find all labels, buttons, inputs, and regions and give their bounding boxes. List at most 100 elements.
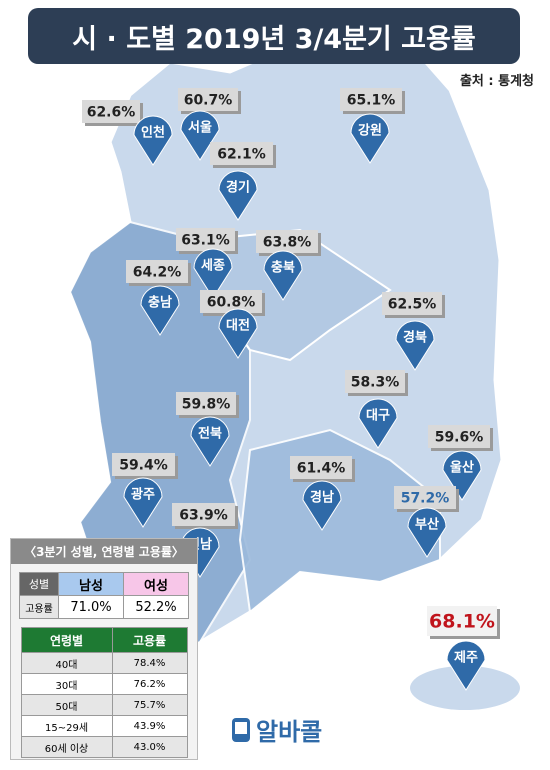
cell: 78.4% <box>111 652 188 674</box>
cell: 71.0% <box>58 595 124 619</box>
rate-label-box <box>172 503 235 526</box>
rate-label-box <box>394 486 456 509</box>
pin <box>180 110 220 161</box>
rate-label: 68.1% <box>429 611 495 633</box>
cell: 15~29세 <box>20 715 113 737</box>
rate-label: 62.6% <box>87 105 136 121</box>
cell: 75.7% <box>111 694 188 716</box>
age-table: 연령별 고용률 40대 78.4% 30대 76.2% 50대 75.7% 15~29세 43.9… <box>20 627 188 758</box>
rate-label: 59.4% <box>119 458 168 474</box>
row: 연령별 고용률 <box>20 627 188 653</box>
rate-label-box <box>126 260 188 283</box>
region-name: 충북 <box>271 260 295 276</box>
rate-label-box <box>176 392 236 415</box>
pin <box>133 115 173 166</box>
row: 15~29세 43.9% <box>20 715 188 737</box>
rate-label-box <box>82 100 140 123</box>
rate-label: 59.6% <box>435 430 484 446</box>
rate-label: 63.8% <box>263 235 312 251</box>
row: 30대 76.2% <box>20 673 188 695</box>
cell: 50대 <box>20 694 113 716</box>
gender-table: 성별 남성 여성 고용률 71.0% 52.2% <box>19 572 189 619</box>
rate-label-box <box>427 606 497 636</box>
rate-label: 65.1% <box>347 93 396 109</box>
region-name: 인천 <box>141 125 165 141</box>
pin <box>123 477 163 528</box>
rate-label: 64.2% <box>133 265 182 281</box>
rate-label-box <box>256 230 318 253</box>
region-name: 서울 <box>188 120 212 136</box>
region-name: 전북 <box>198 426 222 442</box>
cell: 고용률 <box>111 627 188 653</box>
cell: 40대 <box>20 652 113 674</box>
pin <box>395 320 435 371</box>
region-name: 경기 <box>226 180 250 196</box>
rate-label: 62.1% <box>217 147 266 163</box>
cell: 성별 <box>19 572 59 596</box>
pin <box>446 640 486 691</box>
region-name: 충남 <box>148 295 172 311</box>
pin <box>218 308 258 359</box>
region-name: 대전 <box>226 318 250 334</box>
cell: 43.9% <box>111 715 188 737</box>
cell: 52.2% <box>123 595 189 619</box>
rate-label: 60.7% <box>184 93 233 109</box>
region-name: 부산 <box>415 517 439 533</box>
title: 시 · 도별 2019년 3/4분기 고용률 <box>28 8 520 64</box>
row: 60세 이상 43.0% <box>20 736 188 758</box>
region-name: 제주 <box>454 651 478 666</box>
rate-label-box <box>382 292 442 315</box>
side-panel: 〈3분기 성별, 연령별 고용률〉 성별 남성 여성 고용률 71.0% 52.… <box>10 538 198 760</box>
cell: 고용률 <box>19 595 59 619</box>
pin <box>190 416 230 467</box>
region-name: 울산 <box>450 460 474 476</box>
pin <box>350 113 390 164</box>
rate-label-box <box>210 142 273 165</box>
rate-label-box <box>200 290 262 313</box>
row: 40대 78.4% <box>20 652 188 674</box>
logo-icon <box>232 717 250 742</box>
cell: 남성 <box>58 572 124 596</box>
cell: 60세 이상 <box>20 736 113 758</box>
rate-label: 58.3% <box>351 375 400 391</box>
pin <box>442 450 482 501</box>
row: 50대 75.7% <box>20 694 188 716</box>
rate-label: 57.2% <box>401 491 450 507</box>
cell: 30대 <box>20 673 113 695</box>
cell: 연령별 <box>20 627 113 653</box>
source: 출처 : 통계청 <box>459 74 534 89</box>
region-name: 경북 <box>403 330 427 346</box>
cell: 여성 <box>123 572 189 596</box>
region-name: 대구 <box>366 409 390 424</box>
region-name: 광주 <box>131 488 155 503</box>
region-name: 경남 <box>310 490 334 506</box>
rate-label: 63.9% <box>179 508 228 524</box>
pin <box>263 250 303 301</box>
rate-label: 60.8% <box>207 295 256 311</box>
pin <box>302 480 342 531</box>
rate-label: 61.4% <box>297 461 346 477</box>
cell: 43.0% <box>111 736 188 758</box>
logo: 알바콜 <box>230 712 322 747</box>
rate-label: 62.5% <box>388 297 437 313</box>
rate-label-box <box>428 425 490 448</box>
pin <box>218 170 258 221</box>
rate-label: 63.1% <box>181 233 230 249</box>
rate-label-box <box>340 88 402 111</box>
logo-text: 알바콜 <box>256 718 323 746</box>
rate-label-box <box>290 456 352 479</box>
cell: 76.2% <box>111 673 188 695</box>
pin <box>140 285 180 336</box>
rate-label-box <box>112 453 175 476</box>
rate-label-box <box>178 88 238 111</box>
pin <box>193 248 233 299</box>
rate-label-box <box>345 370 405 393</box>
pin <box>358 398 398 449</box>
rate-label-box <box>176 228 235 251</box>
region-name: 강원 <box>358 123 382 139</box>
pin <box>407 507 447 558</box>
panel-title: 〈3분기 성별, 연령별 고용률〉 <box>11 539 197 564</box>
region-name: 세종 <box>201 259 225 274</box>
